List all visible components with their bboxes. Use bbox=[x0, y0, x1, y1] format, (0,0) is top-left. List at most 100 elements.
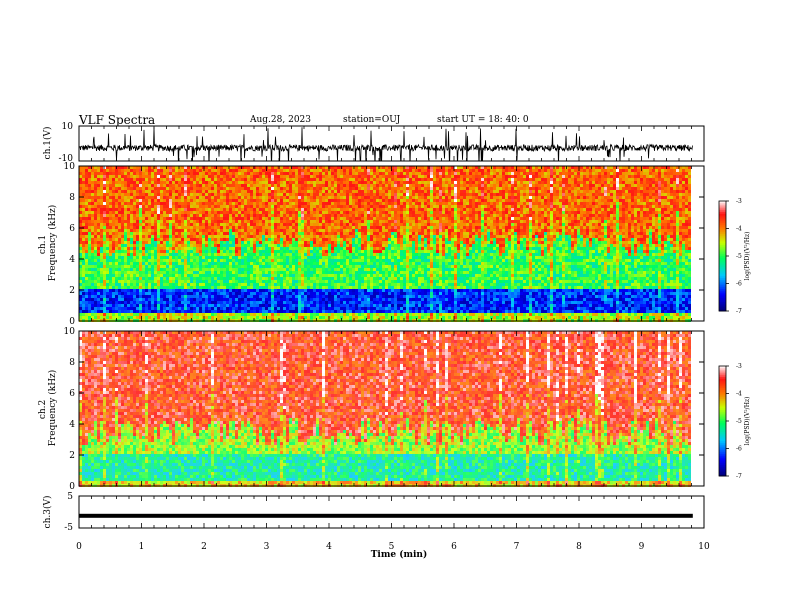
spectrogram-cell bbox=[250, 238, 253, 241]
spectrogram-cell bbox=[109, 280, 112, 283]
spectrogram-cell bbox=[364, 199, 367, 202]
spectrogram-cell bbox=[187, 277, 190, 280]
spectrogram-cell bbox=[133, 223, 136, 226]
spectrogram-cell bbox=[124, 259, 127, 262]
spectrogram-cell bbox=[286, 214, 289, 217]
spectrogram-cell bbox=[286, 247, 289, 250]
spectrogram-cell bbox=[310, 217, 313, 220]
spectrogram-cell bbox=[331, 205, 334, 208]
spectrogram-cell bbox=[187, 202, 190, 205]
spectrogram-cell bbox=[259, 316, 262, 319]
spectrogram-cell bbox=[250, 271, 253, 274]
spectrogram-cell bbox=[145, 229, 148, 232]
spectrogram-cell bbox=[301, 205, 304, 208]
spectrogram-cell bbox=[334, 247, 337, 250]
spectrogram-cell bbox=[346, 286, 349, 289]
spectrogram-cell bbox=[343, 226, 346, 229]
spectrogram-cell bbox=[328, 223, 331, 226]
spectrogram-cell bbox=[277, 289, 280, 292]
spectrogram-cell bbox=[124, 316, 127, 319]
spectrogram-cell bbox=[232, 253, 235, 256]
spectrogram-cell bbox=[286, 280, 289, 283]
spectrogram-cell bbox=[133, 277, 136, 280]
spectrogram-cell bbox=[361, 226, 364, 229]
spectrogram-cell bbox=[82, 283, 85, 286]
spectrogram-cell bbox=[190, 181, 193, 184]
spectrogram-cell bbox=[127, 220, 130, 223]
spectrogram-cell bbox=[157, 313, 160, 316]
spectrogram-cell bbox=[130, 256, 133, 259]
spectrogram-cell bbox=[187, 175, 190, 178]
spectrogram-cell bbox=[94, 196, 97, 199]
spectrogram-cell bbox=[349, 262, 352, 265]
spectrogram-cell bbox=[340, 259, 343, 262]
spectrogram-cell bbox=[172, 253, 175, 256]
spectrogram-cell bbox=[277, 259, 280, 262]
spectrogram-cell bbox=[346, 178, 349, 181]
spectrogram-cell bbox=[148, 292, 151, 295]
spectrogram-cell bbox=[223, 268, 226, 271]
spectrogram-cell bbox=[151, 262, 154, 265]
spectrogram-cell bbox=[190, 217, 193, 220]
spectrogram-cell bbox=[280, 244, 283, 247]
spectrogram-cell bbox=[148, 256, 151, 259]
spectrogram-cell bbox=[232, 295, 235, 298]
spectrogram-cell bbox=[142, 271, 145, 274]
spectrogram-cell bbox=[220, 274, 223, 277]
spectrogram-cell bbox=[283, 250, 286, 253]
spectrogram-cell bbox=[343, 256, 346, 259]
spectrogram-cell bbox=[208, 217, 211, 220]
spectrogram-cell bbox=[142, 172, 145, 175]
spectrogram-cell bbox=[151, 316, 154, 319]
spectrogram-cell bbox=[190, 214, 193, 217]
spectrogram-cell bbox=[256, 277, 259, 280]
spectrogram-cell bbox=[250, 244, 253, 247]
spectrogram-cell bbox=[313, 313, 316, 316]
spectrogram-cell bbox=[88, 220, 91, 223]
spectrogram-cell bbox=[100, 304, 103, 307]
spectrogram-cell bbox=[181, 202, 184, 205]
spectrogram-cell bbox=[268, 214, 271, 217]
spectrogram-cell bbox=[172, 178, 175, 181]
spectrogram-cell bbox=[364, 295, 367, 298]
spectrogram-cell bbox=[163, 196, 166, 199]
spectrogram-cell bbox=[280, 241, 283, 244]
spectrogram-cell bbox=[187, 301, 190, 304]
spectrogram-cell bbox=[121, 295, 124, 298]
spectrogram-cell bbox=[199, 259, 202, 262]
spectrogram-cell bbox=[226, 214, 229, 217]
spectrogram-cell bbox=[349, 298, 352, 301]
spectrogram-cell bbox=[112, 244, 115, 247]
spectrogram-cell bbox=[352, 184, 355, 187]
spectrogram-cell bbox=[169, 262, 172, 265]
spectrogram-cell bbox=[136, 271, 139, 274]
spectrogram-cell bbox=[133, 211, 136, 214]
spectrogram-cell bbox=[352, 256, 355, 259]
spectrogram-cell bbox=[310, 202, 313, 205]
spectrogram-cell bbox=[322, 238, 325, 241]
spectrogram-cell bbox=[151, 247, 154, 250]
spectrogram-cell bbox=[256, 226, 259, 229]
spectrogram-cell bbox=[103, 304, 106, 307]
spectrogram-cell bbox=[262, 235, 265, 238]
spectrogram-cell bbox=[160, 280, 163, 283]
spectrogram-cell bbox=[91, 211, 94, 214]
spectrogram-cell bbox=[172, 247, 175, 250]
spectrogram-cell bbox=[271, 298, 274, 301]
spectrogram-cell bbox=[325, 193, 328, 196]
spectrogram-cell bbox=[97, 169, 100, 172]
spectrogram-cell bbox=[244, 259, 247, 262]
spectrogram-cell bbox=[283, 295, 286, 298]
spectrogram-cell bbox=[109, 223, 112, 226]
spectrogram-cell bbox=[274, 304, 277, 307]
spectrogram-cell bbox=[334, 313, 337, 316]
spectrogram-cell bbox=[232, 277, 235, 280]
spectrogram-cell bbox=[301, 286, 304, 289]
spectrogram-cell bbox=[157, 295, 160, 298]
spectrogram-cell bbox=[205, 247, 208, 250]
spectrogram-cell bbox=[235, 211, 238, 214]
spectrogram-cell bbox=[85, 205, 88, 208]
spectrogram-cell bbox=[337, 223, 340, 226]
spectrogram-cell bbox=[262, 289, 265, 292]
spectrogram-cell bbox=[262, 190, 265, 193]
